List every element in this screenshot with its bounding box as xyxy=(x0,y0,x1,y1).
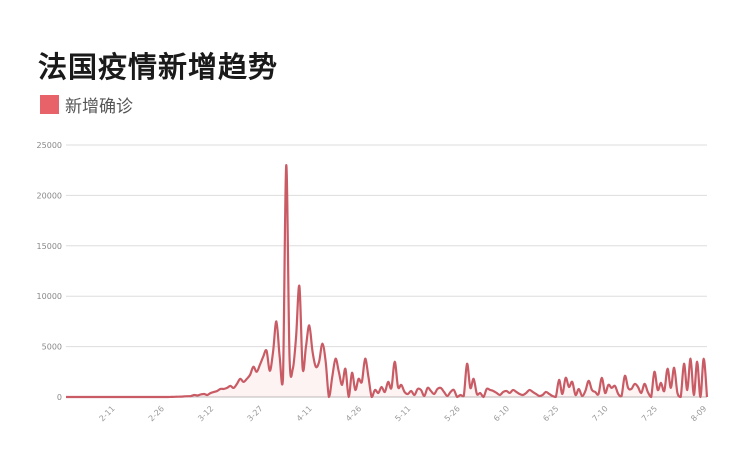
x-tick-label: 2-11 xyxy=(98,404,117,423)
x-tick-label: 4-26 xyxy=(344,404,363,423)
x-tick-label: 6-25 xyxy=(541,404,560,423)
x-tick-label: 3-12 xyxy=(196,404,215,423)
y-tick-label: 15000 xyxy=(37,242,62,251)
x-tick-label: 7-10 xyxy=(591,404,610,423)
x-tick-label: 4-11 xyxy=(295,404,314,423)
chart-title: 法国疫情新增趋势 xyxy=(38,50,279,84)
y-tick-label: 25000 xyxy=(37,141,62,150)
legend[interactable]: 新增确诊 xyxy=(40,92,133,117)
y-tick-label: 20000 xyxy=(37,191,62,200)
series-area xyxy=(66,165,707,397)
x-tick-label: 6-10 xyxy=(492,404,511,423)
x-tick-label: 8-09 xyxy=(689,404,708,423)
legend-swatch xyxy=(40,95,59,114)
series-line xyxy=(66,164,709,399)
x-tick-label: 3-27 xyxy=(245,404,264,423)
y-tick-label: 5000 xyxy=(42,343,62,352)
x-tick-label: 5-26 xyxy=(443,404,462,423)
legend-label: 新增确诊 xyxy=(65,97,133,117)
x-tick-label: 5-11 xyxy=(393,404,412,423)
y-tick-label: 10000 xyxy=(37,292,62,301)
x-tick-label: 2-26 xyxy=(147,404,166,423)
x-tick-label: 7-25 xyxy=(640,404,659,423)
y-tick-label: 0 xyxy=(57,393,62,402)
